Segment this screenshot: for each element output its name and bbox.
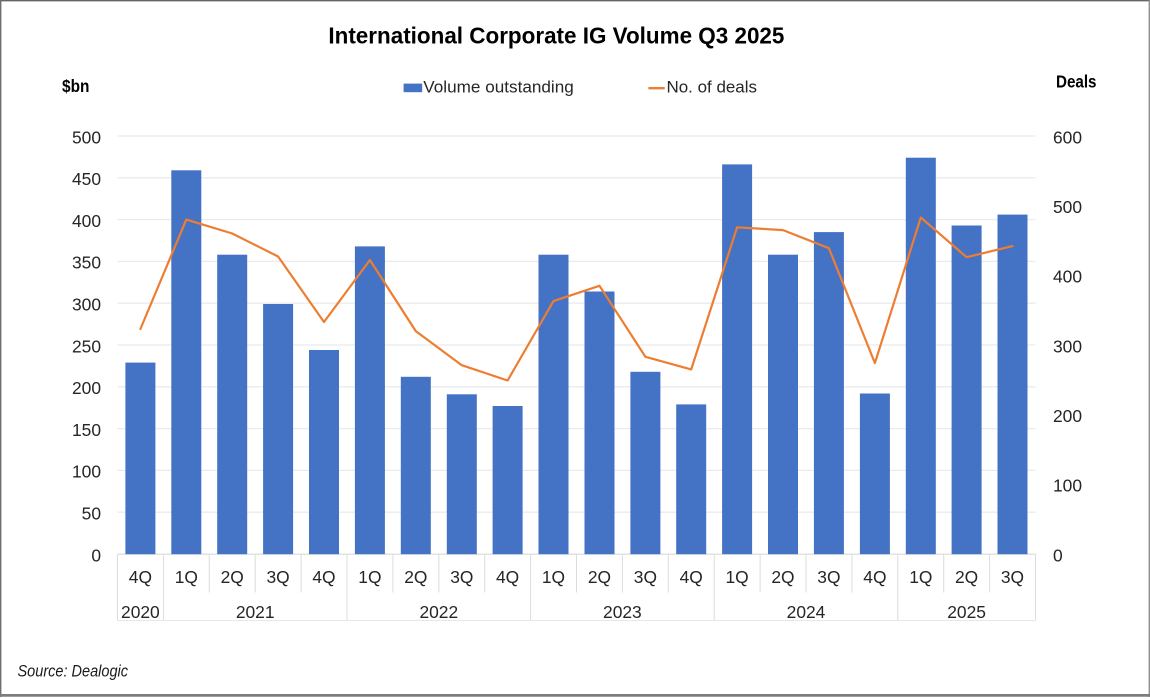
svg-text:0: 0 (91, 545, 101, 565)
svg-text:150: 150 (72, 420, 101, 440)
svg-text:2022: 2022 (419, 602, 458, 622)
svg-text:2Q: 2Q (588, 567, 611, 587)
svg-text:250: 250 (72, 336, 101, 356)
svg-text:Source: Dealogic: Source: Dealogic (18, 661, 129, 680)
svg-text:3Q: 3Q (1001, 567, 1024, 587)
svg-text:500: 500 (1053, 197, 1082, 217)
svg-text:1Q: 1Q (175, 567, 198, 587)
svg-text:4Q: 4Q (680, 567, 703, 587)
svg-text:2Q: 2Q (955, 567, 978, 587)
svg-text:450: 450 (72, 169, 101, 189)
svg-text:3Q: 3Q (634, 567, 657, 587)
svg-text:300: 300 (1053, 336, 1082, 356)
svg-text:1Q: 1Q (909, 567, 932, 587)
svg-text:400: 400 (72, 211, 101, 231)
svg-text:No. of deals: No. of deals (667, 79, 758, 97)
svg-text:200: 200 (1053, 406, 1082, 426)
svg-text:100: 100 (1053, 476, 1082, 496)
svg-text:100: 100 (72, 462, 101, 482)
svg-text:300: 300 (72, 295, 101, 315)
svg-text:$bn: $bn (62, 76, 89, 96)
svg-text:2Q: 2Q (221, 567, 244, 587)
svg-text:2Q: 2Q (771, 567, 794, 587)
svg-text:1Q: 1Q (358, 567, 381, 587)
svg-text:600: 600 (1053, 127, 1082, 147)
svg-text:Deals: Deals (1056, 72, 1097, 92)
svg-text:350: 350 (72, 253, 101, 273)
svg-text:2Q: 2Q (404, 567, 427, 587)
svg-text:400: 400 (1053, 267, 1082, 287)
svg-text:4Q: 4Q (496, 567, 519, 587)
svg-text:2025: 2025 (947, 602, 986, 622)
svg-text:1Q: 1Q (725, 567, 748, 587)
svg-text:0: 0 (1053, 545, 1063, 565)
svg-text:3Q: 3Q (817, 567, 840, 587)
svg-text:2021: 2021 (236, 602, 275, 622)
svg-text:International Corporate IG Vol: International Corporate IG Volume Q3 202… (328, 23, 784, 49)
svg-text:2023: 2023 (603, 602, 642, 622)
svg-text:50: 50 (82, 504, 101, 524)
svg-text:2020: 2020 (121, 602, 160, 622)
svg-text:4Q: 4Q (129, 567, 152, 587)
svg-text:1Q: 1Q (542, 567, 565, 587)
svg-text:200: 200 (72, 378, 101, 398)
svg-text:4Q: 4Q (312, 567, 335, 587)
svg-text:3Q: 3Q (266, 567, 289, 587)
svg-text:4Q: 4Q (863, 567, 886, 587)
svg-text:Volume outstanding: Volume outstanding (423, 79, 574, 97)
svg-text:2024: 2024 (787, 602, 826, 622)
svg-text:500: 500 (72, 127, 101, 147)
svg-text:3Q: 3Q (450, 567, 473, 587)
